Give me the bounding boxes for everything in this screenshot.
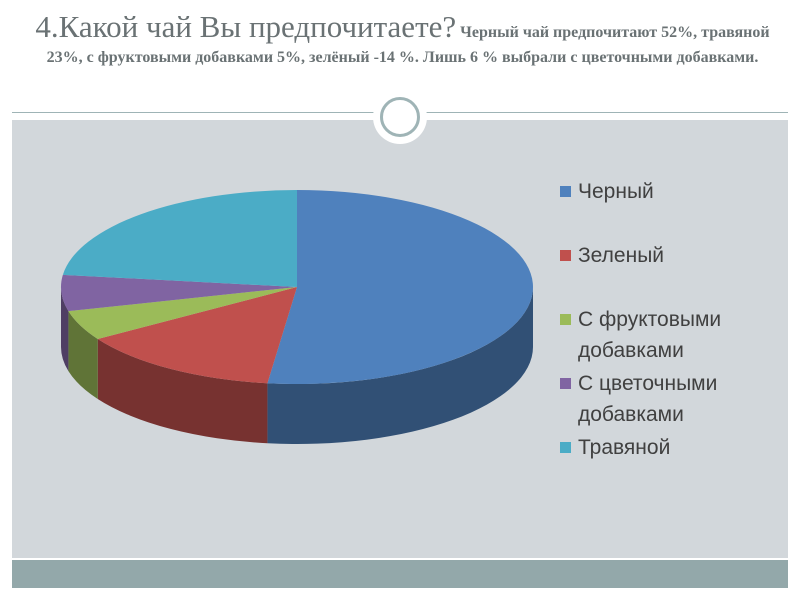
legend-swatch-black <box>560 186 571 197</box>
legend-label-black: Черный <box>578 180 654 203</box>
legend-swatch-herbal <box>560 442 571 453</box>
pie-slice-fruit <box>68 287 298 339</box>
pie-slice-flower <box>61 274 297 312</box>
footer-band <box>12 560 788 588</box>
legend-swatch-fruit <box>560 314 571 325</box>
legend-swatch-flower <box>560 378 571 389</box>
legend-swatch-green <box>560 250 571 261</box>
legend-label-fruit: С фруктовыми добавками <box>578 308 722 362</box>
pie-side-green <box>97 338 268 444</box>
legend-label-herbal: Травяной <box>578 436 671 459</box>
slide-title-main: 4.Какой чай Вы предпочитаете? <box>35 9 457 44</box>
pie-slice-green <box>97 287 297 384</box>
pie-slice-black <box>267 190 533 384</box>
header-ornament-circle <box>380 97 420 137</box>
slide-title: 4.Какой чай Вы предпочитаете? Черный чай… <box>30 11 775 70</box>
legend-label-green: Зеленый <box>578 244 665 267</box>
pie-side-flower <box>61 287 69 372</box>
slide-title-detail: Черный чай предпочитают 52%, травяной 23… <box>46 24 770 66</box>
pie-side-black <box>267 287 533 444</box>
pie-side-fruit <box>68 311 98 399</box>
pie-slice-herbal <box>62 190 297 287</box>
legend-label-flower: С цветочными добавками <box>578 372 718 426</box>
